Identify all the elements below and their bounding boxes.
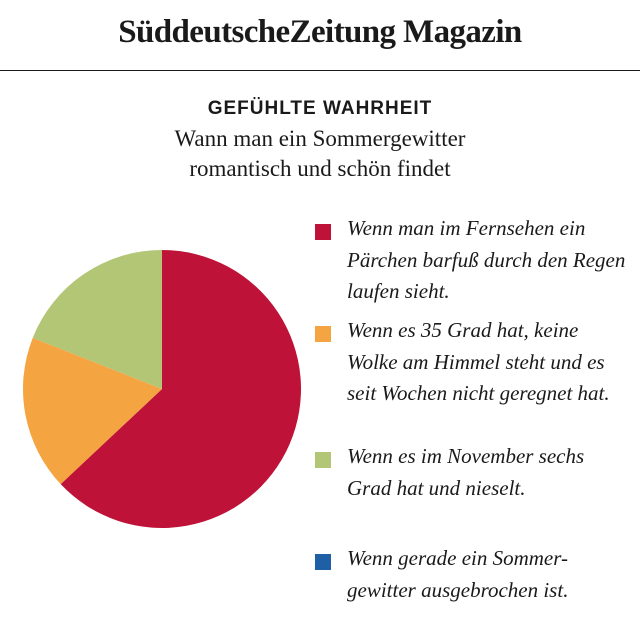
legend-label-1: Wenn man im Fernsehen ein Pärchen barfuß… bbox=[347, 216, 626, 303]
legend-swatch-3 bbox=[315, 452, 331, 468]
legend-swatch-2 bbox=[315, 326, 331, 342]
legend-label-2: Wenn es 35 Grad hat, keine Wolke am Himm… bbox=[347, 318, 610, 405]
legend: Wenn man im Fernsehen ein Pärchen barfuß… bbox=[310, 213, 630, 613]
legend-item-3: Wenn es im November sechs Grad hat und n… bbox=[310, 441, 630, 543]
legend-item-2: Wenn es 35 Grad hat, keine Wolke am Himm… bbox=[310, 315, 630, 441]
pie-slice-1 bbox=[60, 250, 301, 528]
chart-title: Wann man ein Sommergewitter romantisch u… bbox=[174, 126, 466, 181]
legend-label-3: Wenn es im November sechs Grad hat und n… bbox=[347, 444, 585, 500]
legend-item-4: Wenn gerade ein Sommer-gewitter ausgebro… bbox=[310, 543, 630, 613]
masthead: SüddeutscheZeitung Magazin bbox=[0, 0, 640, 71]
legend-item-1: Wenn man im Fernsehen ein Pärchen barfuß… bbox=[310, 213, 630, 315]
legend-label-4: Wenn gerade ein Sommer-gewitter ausgebro… bbox=[347, 546, 569, 602]
pie-slice-2 bbox=[22, 337, 163, 485]
pie-chart bbox=[22, 250, 301, 528]
chart-kicker: GEFÜHLTE WAHRHEIT bbox=[207, 98, 433, 119]
legend-swatch-4 bbox=[315, 554, 331, 570]
legend-swatch-1 bbox=[315, 224, 331, 240]
pie-slice-3 bbox=[32, 250, 163, 389]
masthead-logo: SüddeutscheZeitung Magazin bbox=[118, 14, 522, 50]
